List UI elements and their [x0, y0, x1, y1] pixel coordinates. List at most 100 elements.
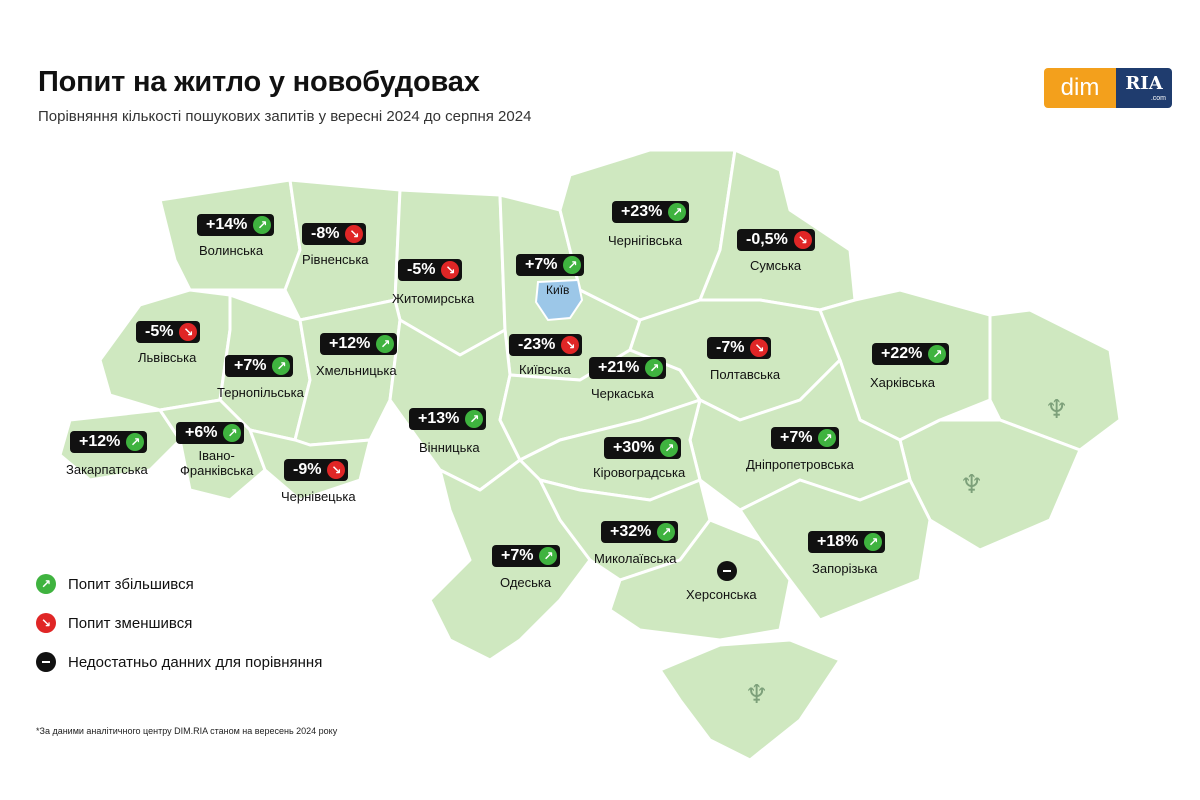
arrow-down-right-icon: ↘	[441, 261, 460, 279]
badge-lvivska: -5% ↘	[136, 321, 201, 343]
badge-dnipropetrovska: +7% ↗	[771, 427, 840, 449]
region-name-khmelnytska: Хмельницька	[316, 363, 397, 378]
arrow-down-right-icon: ↘	[36, 613, 56, 633]
change-value: -8%	[311, 225, 340, 242]
minus-icon	[717, 561, 737, 581]
badge-kyivska: -23% ↘	[509, 334, 583, 356]
trident-icon: ♆	[960, 470, 984, 500]
badge-khmelnytska: +12% ↗	[320, 333, 398, 355]
arrow-down-right-icon: ↘	[327, 461, 346, 479]
arrow-down-right-icon: ↘	[750, 339, 769, 357]
region-name-zhytomyrska: Житомирська	[392, 291, 475, 306]
change-value: +7%	[501, 547, 534, 564]
arrow-up-right-icon: ↗	[272, 357, 291, 375]
arrow-down-right-icon: ↘	[793, 231, 812, 249]
region-name-kirovohradska: Кіровоградська	[593, 465, 686, 480]
badge-rivnenska: -8% ↘	[302, 223, 367, 245]
region-name-zakarpatska: Закарпатська	[66, 462, 148, 477]
arrow-up-right-icon: ↗	[126, 433, 145, 451]
badge-chernihivska: +23% ↗	[612, 201, 690, 223]
region-name-kyivska: Київська	[519, 362, 571, 377]
arrow-up-right-icon: ↗	[668, 203, 687, 221]
region-name-odeska: Одеська	[500, 575, 552, 590]
arrow-up-right-icon: ↗	[539, 547, 558, 565]
arrow-up-right-icon: ↗	[818, 429, 837, 447]
region-name-lvivska: Львівська	[138, 350, 197, 365]
region-name-volynska: Волинська	[199, 243, 264, 258]
region-name-zaporizka: Запорізька	[812, 561, 878, 576]
change-value: +23%	[621, 203, 663, 220]
logo-dim-part: dim	[1044, 68, 1116, 108]
arrow-up-right-icon: ↗	[223, 424, 242, 442]
change-value: +32%	[610, 523, 652, 540]
region-name-vinnytska: Вінницька	[419, 440, 480, 455]
region-name-ivano-frankivska: Івано- Франківська	[180, 448, 253, 478]
arrow-down-right-icon: ↘	[179, 323, 198, 341]
arrow-up-right-icon: ↗	[928, 345, 947, 363]
trident-icon: ♆	[745, 680, 769, 710]
footnote: *За даними аналітичного центру DIM.RIA с…	[36, 726, 338, 736]
region-name-chernivetska: Чернівецька	[281, 489, 356, 504]
badge-volynska: +14% ↗	[197, 214, 275, 236]
region-shape-luhanska	[988, 308, 1122, 452]
badge-sumska: -0,5% ↘	[737, 229, 815, 251]
dim-ria-logo: dim RIA .com	[1044, 68, 1172, 108]
change-value: +12%	[329, 335, 371, 352]
badge-kharkivska: +22% ↗	[872, 343, 950, 365]
change-value: -9%	[293, 461, 322, 478]
badge-zaporizka: +18% ↗	[808, 531, 886, 553]
region-name-ternopilska: Тернопільська	[217, 385, 304, 400]
change-value: -5%	[145, 323, 174, 340]
change-value: +6%	[185, 424, 218, 441]
arrow-up-right-icon: ↗	[36, 574, 56, 594]
region-name-kyiv: Київ	[546, 283, 570, 297]
change-value: +14%	[206, 216, 248, 233]
region-name-cherkaska: Черкаська	[591, 386, 654, 401]
legend-item-none: Недостатньо данних для порівняння	[36, 652, 322, 672]
change-value: +22%	[881, 345, 923, 362]
logo-ria-text: RIA	[1125, 72, 1163, 94]
region-name-chernihivska: Чернігівська	[608, 233, 683, 248]
badge-zhytomyrska: -5% ↘	[398, 259, 463, 281]
region-name-poltavska: Полтавська	[710, 367, 781, 382]
region-name-part-1: Івано-	[198, 448, 235, 463]
change-value: -5%	[407, 261, 436, 278]
arrow-up-right-icon: ↗	[645, 359, 664, 377]
region-name-sumska: Сумська	[750, 258, 802, 273]
region-name-kharkivska: Харківська	[870, 375, 935, 390]
badge-cherkaska: +21% ↗	[589, 357, 667, 379]
region-name-part-2: Франківська	[180, 463, 254, 478]
logo-ria-domain: .com	[1150, 94, 1166, 102]
change-value: +7%	[780, 429, 813, 446]
change-value: -7%	[716, 339, 745, 356]
badge-kirovohradska: +30% ↗	[604, 437, 682, 459]
change-value: +7%	[234, 357, 267, 374]
region-shape-kyiv-city	[534, 278, 584, 322]
arrow-down-right-icon: ↘	[345, 225, 364, 243]
badge-zakarpatska: +12% ↗	[70, 431, 148, 453]
legend-item-down: ↘ Попит зменшився	[36, 613, 192, 633]
region-shape-khersonska	[608, 518, 792, 642]
arrow-up-right-icon: ↗	[253, 216, 272, 234]
region-shape-rivnenska	[283, 178, 402, 322]
legend-label: Попит зменшився	[68, 614, 193, 632]
badge-mykolaivska: +32% ↗	[601, 521, 679, 543]
page-title: Попит на житло у новобудовах	[38, 66, 480, 98]
arrow-down-right-icon: ↘	[561, 336, 580, 354]
legend-label: Попит збільшився	[68, 575, 194, 593]
badge-vinnytska: +13% ↗	[409, 408, 487, 430]
arrow-up-right-icon: ↗	[864, 533, 883, 551]
page-subtitle: Порівняння кількості пошукових запитів у…	[38, 108, 532, 125]
badge-odeska: +7% ↗	[492, 545, 561, 567]
badge-kyiv: +7% ↗	[516, 254, 585, 276]
change-value: +21%	[598, 359, 640, 376]
minus-icon	[36, 652, 56, 672]
badge-ternopilska: +7% ↗	[225, 355, 294, 377]
change-value: +7%	[525, 256, 558, 273]
change-value: +12%	[79, 433, 121, 450]
region-shape-crimea	[658, 638, 842, 762]
change-value: +13%	[418, 410, 460, 427]
arrow-up-right-icon: ↗	[657, 523, 676, 541]
region-name-rivnenska: Рівненська	[302, 252, 369, 267]
arrow-up-right-icon: ↗	[465, 410, 484, 428]
